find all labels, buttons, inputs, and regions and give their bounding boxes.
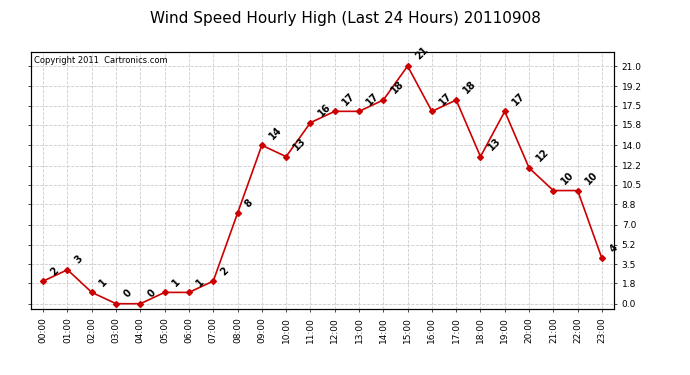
Text: 17: 17 [340, 90, 357, 107]
Text: 13: 13 [486, 136, 502, 153]
Text: 0: 0 [121, 288, 133, 300]
Text: 14: 14 [268, 124, 284, 141]
Text: 4: 4 [607, 243, 620, 254]
Text: 2: 2 [219, 265, 230, 277]
Text: 3: 3 [73, 254, 85, 266]
Text: 17: 17 [511, 90, 527, 107]
Text: 1: 1 [170, 276, 182, 288]
Text: 16: 16 [316, 102, 333, 118]
Text: 13: 13 [292, 136, 308, 153]
Text: 17: 17 [437, 90, 454, 107]
Text: 18: 18 [389, 79, 406, 96]
Text: 1: 1 [195, 276, 206, 288]
Text: 1: 1 [97, 276, 109, 288]
Text: 12: 12 [535, 147, 551, 164]
Text: 10: 10 [583, 170, 600, 186]
Text: 10: 10 [559, 170, 575, 186]
Text: 0: 0 [146, 288, 158, 300]
Text: 2: 2 [49, 265, 61, 277]
Text: Copyright 2011  Cartronics.com: Copyright 2011 Cartronics.com [34, 56, 168, 65]
Text: 21: 21 [413, 45, 430, 62]
Text: 8: 8 [243, 197, 255, 209]
Text: Wind Speed Hourly High (Last 24 Hours) 20110908: Wind Speed Hourly High (Last 24 Hours) 2… [150, 11, 540, 26]
Text: 18: 18 [462, 79, 478, 96]
Text: 17: 17 [364, 90, 381, 107]
